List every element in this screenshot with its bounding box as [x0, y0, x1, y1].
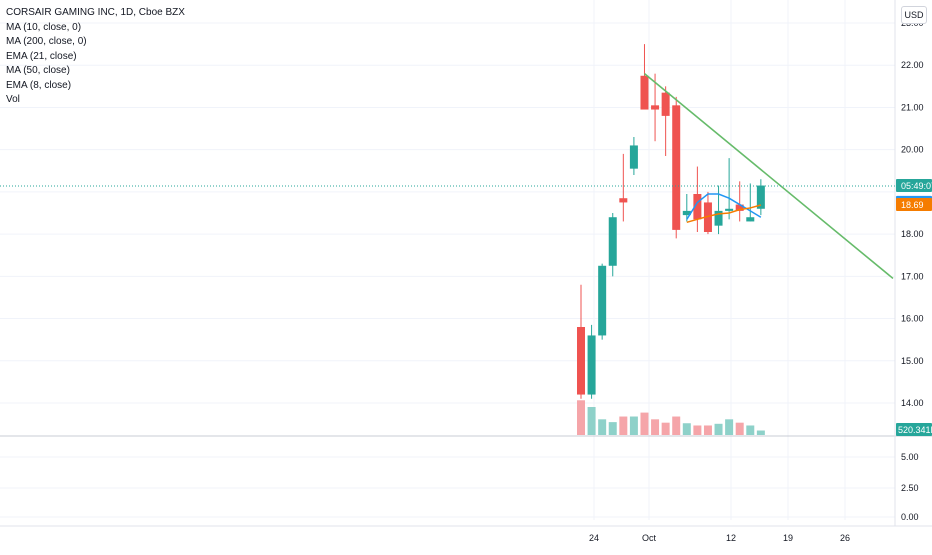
volume-tick-label: 5.00: [901, 452, 919, 462]
candle-body: [598, 265, 607, 336]
candlesticks: [577, 44, 765, 399]
candle-body: [640, 75, 649, 110]
grid-lines: [0, 0, 895, 520]
candle-body: [714, 210, 723, 226]
price-tick-label: 18.00: [901, 229, 924, 239]
volume-bar: [725, 419, 734, 435]
price-badge: [896, 197, 932, 211]
candle-body: [746, 217, 755, 222]
candle-body: [693, 194, 702, 220]
volume-bar: [619, 416, 628, 435]
indicator-ema-8[interactable]: EMA (8, close): [6, 79, 72, 91]
volume-bar: [682, 423, 691, 435]
price-tick-label: 21.00: [901, 102, 924, 112]
volume-tick-label: 2.50: [901, 483, 919, 493]
price-tick-label: 22.00: [901, 60, 924, 70]
price-tick-label: 15.00: [901, 356, 924, 366]
indicator-ma-50[interactable]: MA (50, close): [6, 65, 70, 76]
volume-bar: [693, 425, 702, 435]
legend: CORSAIR GAMING INC, 1D, Cboe BZX MA (10,…: [6, 6, 185, 108]
volume-bar: [629, 416, 638, 435]
price-badge-label: 18.69: [901, 200, 924, 210]
time-tick-label: 19: [783, 533, 793, 543]
volume-bar: [746, 425, 755, 435]
candle-body: [672, 105, 681, 230]
volume-bars: [577, 400, 765, 435]
candle-body: [619, 198, 628, 203]
indicator-lines: [643, 73, 894, 280]
volume-bar: [661, 422, 670, 435]
time-tick-label: Oct: [642, 533, 657, 543]
candle-body: [756, 185, 765, 209]
volume-bar: [651, 419, 660, 435]
price-tick-label: 14.00: [901, 398, 924, 408]
indicator-ma-200[interactable]: MA (200, close, 0): [6, 36, 87, 47]
candle-body: [703, 202, 712, 232]
volume-bar: [587, 407, 596, 435]
candle-body: [608, 217, 617, 266]
currency-button[interactable]: USD: [901, 6, 927, 24]
volume-bar: [735, 422, 744, 435]
volume-bar: [608, 422, 617, 435]
ema-8-line: [686, 204, 762, 224]
volume-bar: [703, 425, 712, 435]
volume-bar: [714, 423, 723, 435]
indicator-volume[interactable]: Vol: [6, 94, 20, 105]
price-tick-label: 17.00: [901, 271, 924, 281]
candle-body: [629, 145, 638, 169]
volume-bar: [640, 412, 649, 435]
volume-bar: [756, 430, 765, 435]
candle-body: [661, 92, 670, 116]
volume-bar: [672, 416, 681, 435]
volume-bar: [577, 400, 585, 435]
candle-body: [682, 210, 691, 216]
axes: 23.0022.0021.0020.0018.0017.0016.0015.00…: [0, 0, 932, 543]
indicator-ema-21[interactable]: EMA (21, close): [6, 50, 77, 62]
trendline: [643, 73, 894, 280]
candle-body: [587, 335, 596, 395]
price-tick-label: 16.00: [901, 314, 924, 324]
candle-body: [735, 204, 744, 211]
volume-badge: [896, 423, 932, 436]
volume-tick-label: 0.00: [901, 512, 919, 522]
candle-body: [725, 208, 734, 211]
price-badge: [896, 178, 932, 192]
candle-body: [577, 327, 585, 395]
indicator-ma-10[interactable]: MA (10, close, 0): [6, 21, 82, 33]
volume-badge-label: 520.341K: [898, 425, 932, 435]
symbol-title[interactable]: CORSAIR GAMING INC, 1D, Cboe BZX: [6, 7, 185, 18]
time-tick-label: 26: [840, 533, 850, 543]
price-badge-label: 05:49:07: [901, 181, 932, 191]
volume-bar: [598, 419, 607, 435]
candle-body: [651, 105, 660, 110]
time-tick-label: 12: [726, 533, 736, 543]
time-tick-label: 24: [589, 533, 599, 543]
price-tick-label: 20.00: [901, 145, 924, 155]
ma-10-line: [686, 193, 762, 220]
